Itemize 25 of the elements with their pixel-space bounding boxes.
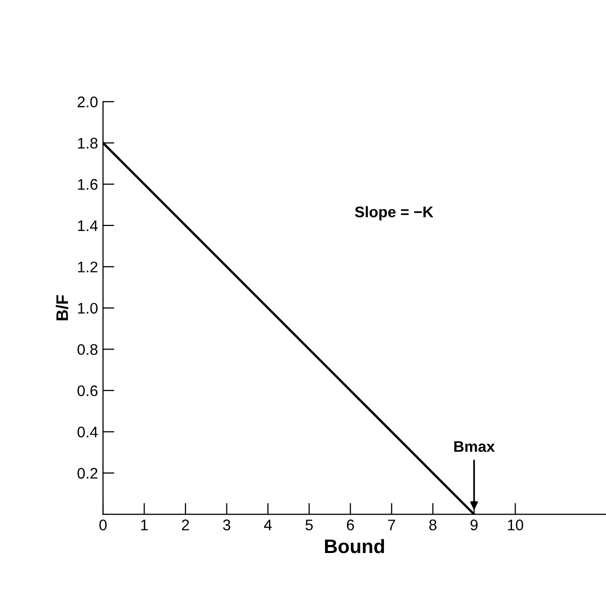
x-tick-label: 4 bbox=[264, 520, 272, 530]
y-tick-label: 1.6 bbox=[78, 179, 98, 190]
y-tick-label: 1.2 bbox=[78, 262, 98, 272]
x-tick-label: 8 bbox=[429, 520, 436, 530]
x-tick-label: 5 bbox=[306, 520, 313, 530]
y-tick-label: 0.8 bbox=[78, 344, 98, 355]
y-tick-label: 0.2 bbox=[78, 468, 98, 479]
y-tick-label: 0.4 bbox=[78, 426, 98, 438]
y-tick-label: 1.4 bbox=[78, 220, 98, 231]
annotation: Bmax bbox=[454, 441, 495, 452]
x-tick-label: 2 bbox=[182, 520, 189, 530]
y-tick-label: 1.0 bbox=[78, 302, 98, 314]
y-axis-title: B/F bbox=[56, 295, 68, 320]
x-tick-label: 1 bbox=[141, 520, 148, 530]
x-tick-label: 7 bbox=[388, 520, 396, 530]
annotation: Slope = −K bbox=[354, 206, 434, 220]
y-tick-label: 1.8 bbox=[78, 138, 98, 149]
x-tick-label: 0 bbox=[99, 520, 107, 530]
x-tick-label: 9 bbox=[470, 520, 478, 530]
x-tick-label: 6 bbox=[346, 520, 354, 530]
x-axis-title: Bound bbox=[325, 538, 384, 554]
x-tick-label: 3 bbox=[223, 520, 230, 530]
x-tick-label: 10 bbox=[508, 520, 524, 530]
y-tick-label: 2.0 bbox=[78, 96, 98, 108]
y-tick-label: 0.6 bbox=[78, 385, 98, 396]
